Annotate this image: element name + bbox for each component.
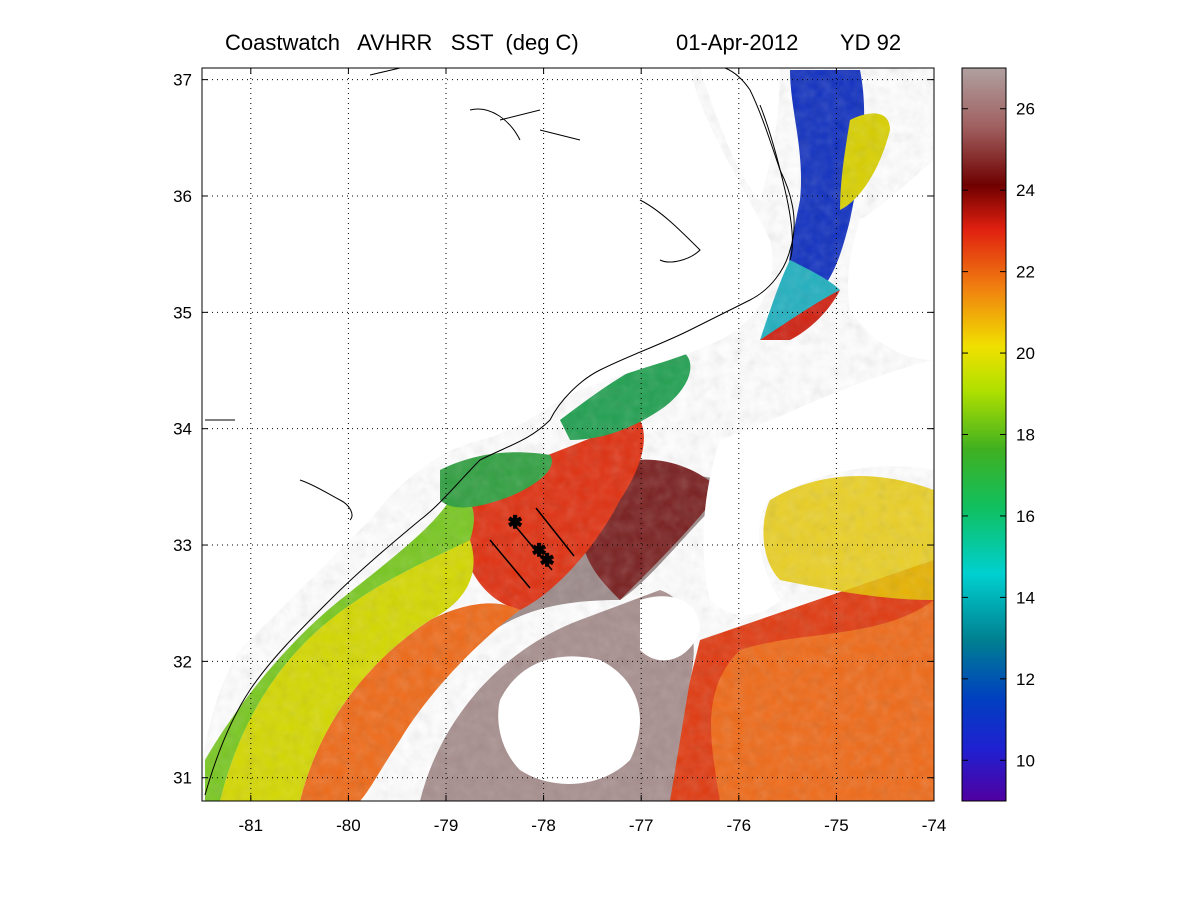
cloud-mask-northeast (848, 160, 934, 360)
x-tick-label: -77 (629, 816, 654, 835)
cloud-mask-north-coast (700, 68, 780, 200)
colorbar-axis: 26 24 22 20 18 16 14 12 10 (962, 100, 1035, 770)
cloud-mask-gulf-2 (640, 596, 700, 661)
x-tick-label: -75 (824, 816, 849, 835)
land-mask (202, 68, 773, 760)
x-axis: -81 -80 -79 -78 -77 -76 -75 -74 (239, 68, 947, 835)
cloud-mask-east (703, 360, 934, 615)
title-product: Coastwatch AVHRR SST (deg C) (225, 30, 579, 55)
title-date: 01-Apr-2012 (676, 30, 799, 55)
y-tick-label: 36 (173, 187, 192, 206)
colorbar-tick-label: 26 (1016, 100, 1035, 119)
x-tick-label: -81 (239, 816, 264, 835)
y-tick-label: 35 (173, 303, 192, 322)
map-title: Coastwatch AVHRR SST (deg C) 01-Apr-2012… (200, 30, 940, 60)
colorbar-tick-label: 18 (1016, 426, 1035, 445)
title-yearday: YD 92 (840, 30, 902, 55)
map-frame (201, 67, 935, 802)
svg-text:✱: ✱ (532, 541, 546, 560)
colorbar-tick-label: 14 (1016, 588, 1035, 607)
cloud-mask-gulf (498, 656, 640, 784)
colorbar-tick-label: 10 (1016, 751, 1035, 770)
colorbar (961, 67, 1007, 802)
colorbar-tick-label: 20 (1016, 344, 1035, 363)
y-axis: 37 36 35 34 33 32 31 (173, 71, 934, 788)
transect-lines: ✱ ✱ ✱ (489, 507, 575, 589)
x-tick-label: -74 (922, 816, 947, 835)
y-tick-label: 33 (173, 536, 192, 555)
colorbar-tick-label: 22 (1016, 263, 1035, 282)
colorbar-tick-label: 16 (1016, 507, 1035, 526)
y-tick-label: 32 (173, 652, 192, 671)
sst-field (202, 68, 934, 801)
svg-text:✱: ✱ (508, 513, 522, 532)
y-tick-label: 31 (173, 769, 192, 788)
y-tick-label: 34 (173, 420, 192, 439)
coastline (204, 68, 795, 796)
svg-text:✱: ✱ (540, 551, 554, 570)
x-tick-label: -78 (531, 816, 556, 835)
colorbar-tick-label: 12 (1016, 670, 1035, 689)
y-tick-label: 37 (173, 71, 192, 90)
colorbar-tick-label: 24 (1016, 181, 1035, 200)
x-tick-label: -76 (727, 816, 752, 835)
x-tick-label: -79 (434, 816, 459, 835)
x-tick-label: -80 (336, 816, 361, 835)
